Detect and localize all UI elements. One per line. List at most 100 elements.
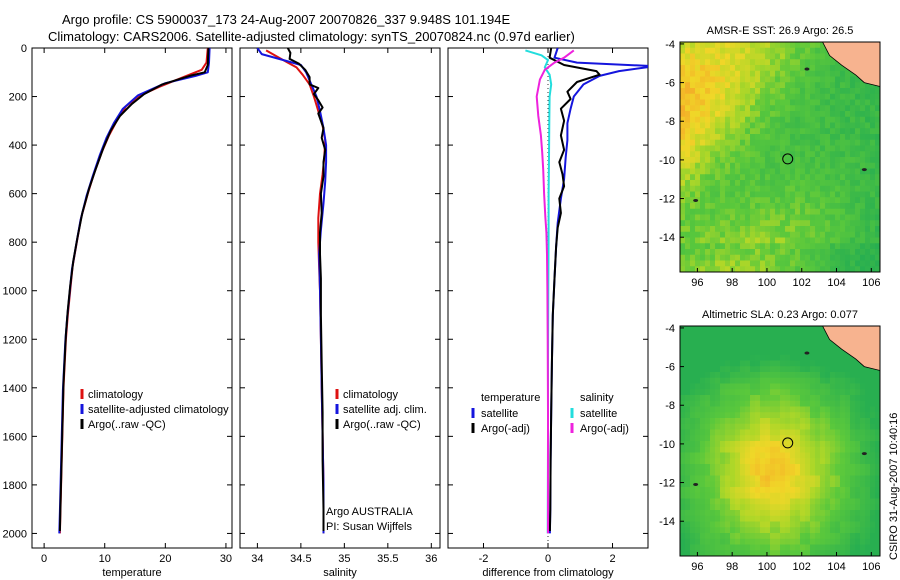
sst-map-cell	[770, 231, 776, 238]
sla-map-xtick-label: 102	[793, 561, 811, 573]
sla-map-cell	[705, 354, 711, 361]
sla-map-cell	[760, 429, 766, 436]
sst-map-cell	[850, 88, 856, 95]
sla-map-cell	[710, 521, 716, 528]
sla-map-cell	[760, 337, 766, 344]
sst-map-cell	[755, 134, 761, 141]
sla-map-cell	[800, 418, 806, 425]
sla-map-cell	[685, 435, 691, 442]
sst-map-cell	[730, 122, 736, 129]
sst-map-cell	[700, 168, 706, 175]
sst-map-cell	[780, 111, 786, 118]
sla-map-cell	[780, 533, 786, 540]
sst-map-cell	[845, 168, 851, 175]
sla-map-cell	[725, 498, 731, 505]
sst-map-cell	[785, 105, 791, 112]
sla-map-cell	[745, 418, 751, 425]
sla-map-cell	[870, 383, 876, 390]
sst-map-cell	[855, 105, 861, 112]
sst-map-cell	[680, 70, 686, 77]
sla-map-cell	[800, 446, 806, 453]
sla-map-cell	[785, 377, 791, 384]
sst-map-cell	[690, 266, 696, 273]
sst-map-cell	[805, 42, 811, 49]
sla-map-cell	[830, 418, 836, 425]
sla-map-cell	[825, 527, 831, 534]
sla-map-cell	[815, 481, 821, 488]
sst-map-cell	[735, 243, 741, 250]
salinity-legend-label: satellite adj. clim.	[343, 404, 427, 416]
sst-map-cell	[825, 134, 831, 141]
sst-map-cell	[735, 266, 741, 273]
sst-map-cell	[775, 76, 781, 83]
sla-map-cell	[745, 464, 751, 471]
sla-map-cell	[835, 349, 841, 356]
sst-map-cell	[810, 93, 816, 100]
sla-map-cell	[755, 446, 761, 453]
sst-map-cell	[795, 237, 801, 244]
sst-map-cell	[795, 254, 801, 261]
sla-map-cell	[865, 366, 871, 373]
sla-map-cell	[845, 429, 851, 436]
sla-map-cell	[820, 481, 826, 488]
sst-map-cell	[755, 145, 761, 152]
sla-map-cell	[765, 487, 771, 494]
sst-map-cell	[855, 134, 861, 141]
sla-map-cell	[735, 504, 741, 511]
sst-map-cell	[755, 260, 761, 267]
sla-map-cell	[815, 389, 821, 396]
sst-map-cell	[820, 254, 826, 261]
sst-map-cell	[865, 260, 871, 267]
sla-map-cell	[705, 492, 711, 499]
sla-map-cell	[720, 452, 726, 459]
sla-map-cell	[770, 446, 776, 453]
sst-map-cell	[825, 214, 831, 221]
sst-map-cell	[725, 111, 731, 118]
sst-map-cell	[730, 185, 736, 192]
sla-map-cell	[690, 527, 696, 534]
sla-map-cell	[795, 360, 801, 367]
sst-map-cell	[830, 139, 836, 146]
sst-map-cell	[815, 93, 821, 100]
sla-map-cell	[820, 527, 826, 534]
sla-map-cell	[745, 360, 751, 367]
sla-map-cell	[680, 521, 686, 528]
sla-map-cell	[825, 343, 831, 350]
sst-map-cell	[865, 105, 871, 112]
sst-map-cell	[830, 243, 836, 250]
sla-map-cell	[830, 377, 836, 384]
sst-map-cell	[825, 82, 831, 89]
sla-map-cell	[740, 331, 746, 338]
sla-map-cell	[850, 423, 856, 430]
difference-xtick-label: -2	[479, 553, 489, 565]
sst-map-cell	[730, 128, 736, 135]
sst-map-cell	[795, 88, 801, 95]
sst-map-cell	[825, 157, 831, 164]
sla-map-cell	[865, 377, 871, 384]
sla-map-cell	[835, 429, 841, 436]
sla-map-cell	[815, 487, 821, 494]
sla-map-cell	[750, 406, 756, 413]
sla-map-cell	[775, 510, 781, 517]
sla-map-cell	[705, 406, 711, 413]
sla-map-cell	[765, 349, 771, 356]
sst-map-cell	[815, 237, 821, 244]
sla-map-cell	[830, 527, 836, 534]
sst-map-cell	[795, 203, 801, 210]
sla-map-cell	[725, 464, 731, 471]
sla-map-cell	[785, 326, 791, 333]
sst-map-cell	[755, 82, 761, 89]
sst-map-cell	[780, 260, 786, 267]
sla-map-cell	[720, 429, 726, 436]
sla-map-cell	[800, 383, 806, 390]
sla-map-cell	[715, 429, 721, 436]
sst-map-cell	[695, 203, 701, 210]
sla-map-cell	[695, 412, 701, 419]
sla-map-cell	[705, 510, 711, 517]
sla-map-cell	[705, 481, 711, 488]
sst-map-cell	[730, 226, 736, 233]
sst-map-cell	[790, 111, 796, 118]
sla-map-cell	[685, 550, 691, 557]
sla-map-cell	[845, 533, 851, 540]
sst-map-cell	[755, 185, 761, 192]
